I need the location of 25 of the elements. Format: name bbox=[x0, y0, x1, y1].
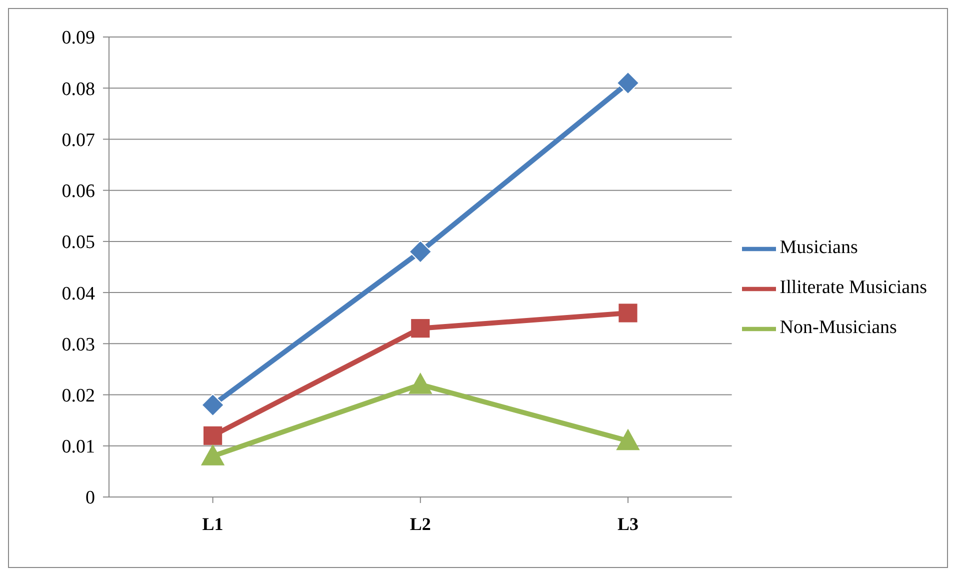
y-tick-label: 0.07 bbox=[62, 130, 95, 151]
legend-label: Musicians bbox=[780, 237, 858, 258]
x-tick-label: L3 bbox=[617, 514, 638, 534]
legend-label: Non-Musicians bbox=[780, 317, 897, 338]
y-tick-label: 0.06 bbox=[62, 181, 95, 202]
y-tick-label: 0.04 bbox=[62, 283, 96, 304]
legend-label: Illiterate Musicians bbox=[780, 277, 927, 298]
x-tick-label: L2 bbox=[410, 514, 431, 534]
point bbox=[201, 394, 224, 416]
point bbox=[411, 319, 430, 338]
y-tick-label: 0.08 bbox=[62, 78, 95, 100]
point bbox=[201, 444, 224, 466]
y-tick-label: 0.05 bbox=[62, 232, 95, 254]
y-tick-label: 0 bbox=[86, 488, 95, 509]
y-tick-label: 0.02 bbox=[62, 386, 95, 407]
point bbox=[203, 426, 222, 445]
point bbox=[618, 304, 638, 322]
point bbox=[408, 373, 432, 394]
y-tick-label: 0.03 bbox=[62, 334, 95, 356]
y-tick-label: 0.01 bbox=[62, 436, 95, 458]
y-tick-label: 0.09 bbox=[62, 28, 95, 49]
point bbox=[616, 72, 640, 94]
point bbox=[408, 240, 432, 264]
x-tick-label: L1 bbox=[202, 514, 224, 534]
point bbox=[616, 429, 640, 450]
